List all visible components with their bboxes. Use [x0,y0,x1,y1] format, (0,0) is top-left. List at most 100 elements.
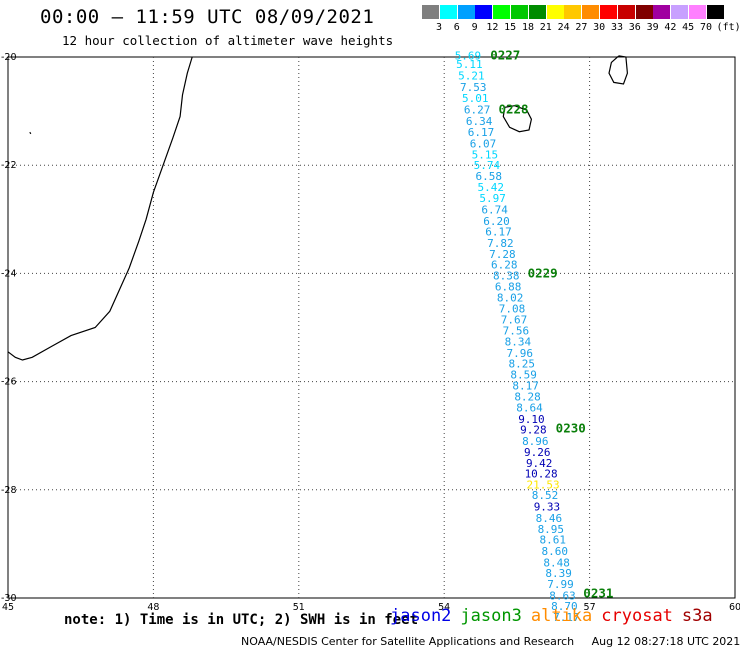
legend-label: 45 [682,22,695,33]
legend-swatch [457,5,475,19]
coastline-mauritius [608,55,629,85]
legend-swatch [706,5,724,19]
lat-tick-label: -24 [1,268,17,279]
legend-label: 36 [628,22,641,33]
swh-value: 8.34 [505,336,532,349]
swh-value: 8.52 [532,489,559,502]
lat-tick-label: -22 [1,160,17,171]
legend-swatch [671,5,689,19]
legend-label: 39 [646,22,659,33]
swh-value: 8.70 [551,600,578,613]
swh-value: 6.34 [466,115,493,128]
swh-value: 6.88 [495,280,522,293]
credit-line: NOAA/NESDIS Center for Satellite Applica… [241,635,740,648]
swh-value: 7.53 [460,81,487,94]
swh-value: 8.02 [497,292,524,305]
coastline-reunion [502,105,533,133]
swh-value: 7.28 [489,248,516,261]
legend-label: 9 [471,22,478,33]
map-frame [7,56,736,599]
legend-swatch [582,5,600,19]
swh-value: 6.17 [485,226,512,239]
swh-value: 8.28 [514,391,541,404]
swh-value: 8.46 [536,512,563,525]
legend-swatch [635,5,653,19]
legend-label: 21 [539,22,552,33]
swh-value: 8.96 [522,435,549,448]
swh-value: 6.28 [491,259,518,272]
mission-jason3: jason3 [460,606,522,626]
legend-swatch [564,5,582,19]
pass-time: 0231 [583,586,613,601]
swh-value: 8.17 [512,379,539,392]
swh-value: 9.26 [524,446,551,459]
legend-swatch [475,5,493,19]
legend-swatch [617,5,635,19]
legend-label: 6 [453,22,460,33]
lat-tick-label: -28 [1,485,17,496]
swh-value: 8.38 [493,270,520,283]
swh-value: 6.07 [470,138,497,151]
mission-altika: altika [530,606,593,626]
pass-time: 0227 [490,47,520,62]
swh-value: 7.67 [501,313,528,326]
lat-tick-label: -30 [1,593,17,604]
legend-label: 18 [521,22,535,33]
legend-label: 42 [664,22,677,33]
mission-legend: jason2 jason3 altika cryosat s3a [390,606,722,626]
legend-label: 24 [557,22,570,33]
lon-tick-label: 48 [147,602,159,613]
lon-tick-label: 51 [293,602,305,613]
legend-swatch [528,5,546,19]
swh-value: 5.21 [458,69,485,82]
swh-value: 7.17 [553,611,580,624]
lat-tick-label: -20 [1,52,17,63]
swh-value: 5.11 [456,58,483,71]
legend-swatch [511,5,528,19]
swh-value: 8.64 [516,402,543,415]
credit-text: NOAA/NESDIS Center for Satellite Applica… [241,635,575,648]
swh-value: 7.96 [507,347,534,360]
swh-value: 8.48 [543,556,570,569]
swh-value: 9.28 [520,424,547,437]
mission-jason2: jason2 [390,606,452,626]
legend-label: 12 [486,22,499,33]
swh-value: 21.53 [527,478,560,491]
swh-value: 8.63 [549,589,576,602]
swh-value: 5.01 [462,92,489,105]
legend-unit: (ft) [716,22,740,33]
swh-value: 6.17 [468,126,495,139]
page-title: 00:00 — 11:59 UTC 08/09/2021 [40,6,375,28]
swh-value: 6.20 [483,215,510,228]
lon-tick-label: 54 [438,602,450,613]
page-subtitle: 12 hour collection of altimeter wave hei… [62,33,394,48]
swh-value: 8.39 [545,567,572,580]
swh-value: 8.25 [508,358,535,371]
swh-value: 7.82 [487,237,514,250]
legend-label: 15 [504,22,517,33]
swh-value: 6.27 [464,103,491,116]
legend-label: 27 [575,22,588,33]
legend-swatch [653,5,671,19]
swh-value: 7.08 [499,303,526,316]
lon-tick-label: 45 [2,602,14,613]
legend-label: 3 [435,22,443,33]
swh-value: 7.99 [547,578,574,591]
swh-value: 8.61 [540,534,567,547]
legend-label: 30 [593,22,606,33]
legend-label: 70 [699,22,713,33]
generated-time: Aug 12 08:27:18 UTC 2021 [591,635,740,648]
swh-value: 8.59 [510,369,537,382]
mission-s3a: s3a [681,606,713,626]
coastline-islet [29,131,32,135]
legend-swatch [546,5,564,19]
swh-value: 5.69 [455,49,482,62]
legend-swatch [422,5,439,19]
swh-value: 5.15 [472,148,499,161]
swh-value: 6.58 [476,170,503,183]
lon-tick-label: 57 [584,602,596,613]
pass-time: 0228 [498,101,528,116]
swh-value: 5.97 [479,192,506,205]
swh-value: 9.42 [526,457,553,470]
